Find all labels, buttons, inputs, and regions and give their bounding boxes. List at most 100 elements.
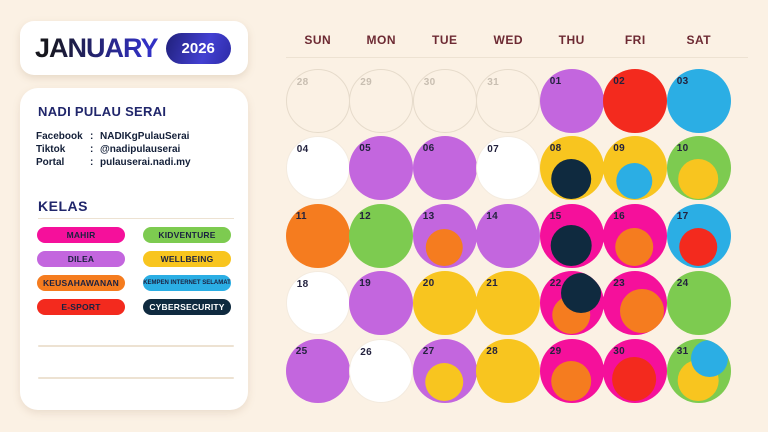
contact-label: Facebook bbox=[36, 131, 83, 142]
day-number: 05 bbox=[359, 143, 371, 154]
day-number: 06 bbox=[422, 143, 435, 154]
day-cell-07: 07 bbox=[476, 136, 541, 200]
day-cell-23: 23 bbox=[603, 271, 668, 335]
contact-row: Tiktok: @nadipulauserai bbox=[36, 143, 191, 156]
day-cell-31: 31 bbox=[666, 338, 731, 403]
day-number: 21 bbox=[486, 278, 498, 289]
day-number: 29 bbox=[549, 345, 562, 357]
contact-label: Portal bbox=[36, 157, 65, 168]
center-name: NADI PULAU SERAI bbox=[38, 104, 167, 119]
day-number: 11 bbox=[295, 210, 307, 222]
day-number: 13 bbox=[422, 210, 435, 222]
day-number: 26 bbox=[360, 346, 372, 358]
day-cell-16: 16 bbox=[603, 203, 668, 268]
contact-separator: : bbox=[90, 144, 94, 155]
day-cell-13: 13 bbox=[412, 203, 477, 268]
contact-list: Facebook: NADIKgPulauSerai Tiktok: @nadipul… bbox=[36, 130, 191, 169]
day-number: 31 bbox=[676, 345, 689, 357]
day-number: 04 bbox=[296, 144, 309, 155]
day-number: 30 bbox=[613, 345, 625, 357]
day-number: 12 bbox=[359, 210, 371, 222]
event-circle-kempen bbox=[691, 340, 729, 378]
day-number: 16 bbox=[613, 210, 625, 222]
weekday-label-sat: SAT bbox=[686, 33, 712, 47]
event-circle-cybersecurity bbox=[550, 225, 592, 267]
day-cell-31-prev: 31 bbox=[476, 68, 541, 133]
day-cell-22: 22 bbox=[539, 271, 604, 335]
legend-pill-kidventure: KIDVENTURE bbox=[143, 227, 231, 243]
day-cell-28-prev: 28 bbox=[285, 68, 350, 133]
day-cell-28: 28 bbox=[476, 338, 541, 403]
weekday-label-sun: SUN bbox=[304, 33, 332, 47]
day-number: 24 bbox=[676, 278, 689, 289]
event-circle-wellbeing bbox=[424, 363, 463, 402]
legend-pill-kempen: KEMPEN INTERNET SELAMAT bbox=[143, 275, 231, 291]
day-number: 28 bbox=[486, 345, 498, 357]
class-legend: MAHIR KIDVENTURE DILEA WELLBEING KEUSAHAWANA… bbox=[37, 227, 231, 315]
day-cell-26: 26 bbox=[349, 338, 414, 403]
day-number: 10 bbox=[676, 143, 689, 154]
kelas-heading: KELAS bbox=[38, 198, 88, 214]
day-cell-02: 02 bbox=[603, 68, 668, 133]
day-cell-12: 12 bbox=[349, 203, 414, 268]
day-cell-18: 18 bbox=[285, 271, 350, 335]
day-number: 23 bbox=[613, 278, 625, 289]
year-badge: 2026 bbox=[165, 32, 231, 64]
day-number: 27 bbox=[422, 345, 435, 357]
day-cell-17: 17 bbox=[666, 203, 731, 268]
day-cell-20: 20 bbox=[412, 271, 477, 335]
info-card: NADI PULAU SERAI Facebook: NADIKgPulauSer… bbox=[20, 88, 248, 410]
weekday-label-thu: THU bbox=[558, 33, 585, 47]
legend-pill-keusahawanan: KEUSAHAWANAN bbox=[37, 275, 125, 291]
note-line bbox=[38, 345, 234, 347]
day-cell-27: 27 bbox=[412, 338, 477, 403]
day-cell-09: 09 bbox=[603, 136, 668, 200]
day-cell-06: 06 bbox=[412, 136, 477, 200]
event-circle-keusahawanan bbox=[620, 289, 665, 334]
day-cell-01: 01 bbox=[539, 68, 604, 133]
day-number: 01 bbox=[549, 75, 562, 87]
event-circle-esport bbox=[612, 357, 657, 402]
day-number: 19 bbox=[359, 278, 371, 289]
day-number: 29 bbox=[360, 76, 372, 88]
event-circle-kempen bbox=[616, 162, 653, 199]
day-number: 07 bbox=[487, 144, 499, 155]
day-cell-15: 15 bbox=[539, 203, 604, 268]
month-header-card: JANUARY 2026 bbox=[20, 21, 248, 75]
legend-pill-mahir: MAHIR bbox=[37, 227, 125, 243]
contact-row: Portal: pulauserai.nadi.my bbox=[36, 156, 191, 169]
legend-pill-esport: E-SPORT bbox=[37, 299, 125, 315]
legend-pill-wellbeing: WELLBEING bbox=[143, 251, 231, 267]
event-circle-cybersecurity bbox=[561, 272, 602, 313]
day-number: 08 bbox=[549, 143, 562, 154]
day-cell-24: 24 bbox=[666, 271, 731, 335]
day-number: 09 bbox=[613, 143, 625, 154]
event-circle-wellbeing bbox=[677, 158, 718, 199]
day-cell-05: 05 bbox=[349, 136, 414, 200]
contact-separator: : bbox=[90, 131, 94, 142]
day-number: 15 bbox=[549, 210, 562, 222]
day-cell-08: 08 bbox=[539, 136, 604, 200]
weekday-label-wed: WED bbox=[493, 33, 523, 47]
contact-value: @nadipulauserai bbox=[100, 144, 181, 155]
day-number: 03 bbox=[676, 75, 689, 87]
day-number: 18 bbox=[296, 279, 309, 290]
day-cell-04: 04 bbox=[285, 136, 350, 200]
contact-separator: : bbox=[90, 157, 94, 168]
day-cell-30-prev: 30 bbox=[412, 68, 477, 133]
day-cell-25: 25 bbox=[285, 338, 350, 403]
day-cell-10: 10 bbox=[666, 136, 731, 200]
contact-row: Facebook: NADIKgPulauSerai bbox=[36, 130, 191, 143]
contact-value: NADIKgPulauSerai bbox=[100, 131, 190, 142]
event-circle-keusahawanan bbox=[425, 229, 463, 267]
day-number: 20 bbox=[422, 278, 435, 289]
event-circle-esport bbox=[678, 228, 717, 267]
legend-pill-dilea: DILEA bbox=[37, 251, 125, 267]
event-circle-cybersecurity bbox=[550, 158, 591, 199]
day-cell-30: 30 bbox=[603, 338, 668, 403]
day-number: 30 bbox=[423, 76, 436, 88]
day-number: 25 bbox=[295, 345, 308, 357]
day-cell-29-prev: 29 bbox=[349, 68, 414, 133]
event-circle-keusahawanan bbox=[615, 228, 654, 267]
day-number: 14 bbox=[486, 210, 498, 222]
